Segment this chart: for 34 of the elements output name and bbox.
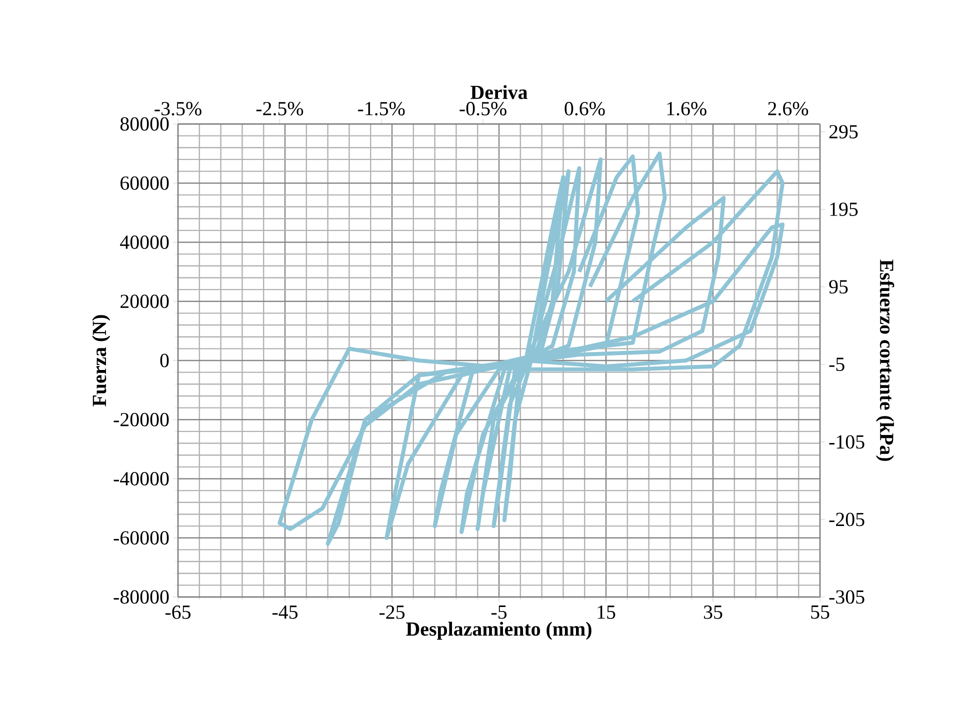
y-tick-label: -60000 — [114, 531, 169, 545]
x-tick-label: 55 — [811, 606, 830, 619]
x2-tick-label: -0.5% — [460, 102, 506, 116]
y-tick-label: 20000 — [120, 294, 169, 308]
x2-tick-label: 2.6% — [768, 102, 808, 116]
y2-tick-label: -305 — [829, 590, 864, 604]
y-tick-label: 80000 — [120, 117, 169, 131]
y-tick-label: 40000 — [120, 236, 169, 249]
y2-tick-label: -205 — [829, 512, 864, 526]
x-tick-label: -45 — [272, 606, 298, 619]
x2-axis-title: Deriva — [470, 85, 528, 100]
x2-tick-label: 0.6% — [564, 102, 605, 116]
x-tick-label: -25 — [379, 606, 405, 619]
y2-tick-label: 95 — [829, 280, 848, 294]
x-tick-label: 35 — [704, 606, 722, 619]
y-tick-label: 60000 — [120, 176, 169, 190]
y-tick-label: -40000 — [114, 472, 169, 486]
x2-tick-label: 1.6% — [667, 102, 706, 116]
x-tick-label: -5 — [491, 606, 507, 619]
y-tick-label: 0 — [160, 354, 169, 368]
x2-tick-label: -1.5% — [358, 102, 405, 116]
y-tick-label: -80000 — [114, 590, 169, 604]
x2-tick-label: -3.5% — [154, 102, 202, 116]
y-tick-label: -20000 — [114, 412, 169, 426]
y2-tick-label: 295 — [829, 125, 858, 138]
y2-tick-label: -5 — [829, 358, 844, 371]
x2-tick-label: -2.5% — [256, 102, 304, 116]
x-axis-title: Desplazamiento (mm) — [406, 622, 592, 640]
y-axis-title: Fuerza (N) — [92, 315, 110, 406]
y2-tick-label: -105 — [829, 435, 864, 449]
y2-axis-title: Esfuerzo cortante (kPa) — [876, 260, 894, 461]
x-tick-label: 15 — [598, 606, 616, 619]
x-tick-label: -65 — [165, 606, 191, 619]
y2-tick-label: 195 — [830, 202, 858, 216]
